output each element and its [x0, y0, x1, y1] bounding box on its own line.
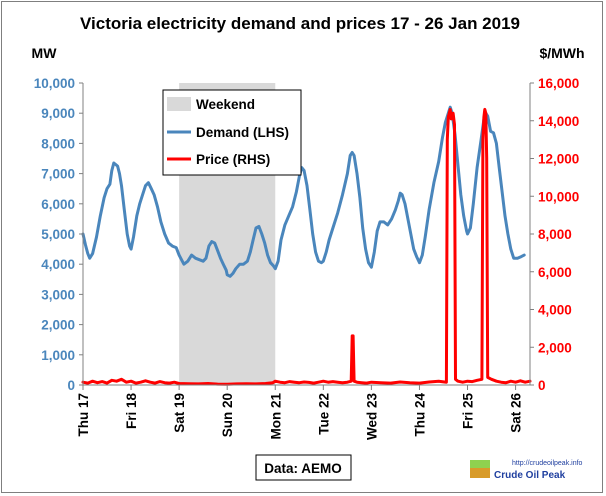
x-tick-label: Tue 22 — [316, 393, 331, 435]
left-tick-label: 6,000 — [41, 197, 75, 212]
left-axis-unit: MW — [32, 45, 58, 61]
legend-weekend-label: Weekend — [196, 97, 255, 112]
x-tick-label: Thu 24 — [412, 393, 427, 437]
source-label: Data: AEMO — [264, 461, 342, 476]
source-box: Data: AEMO — [255, 454, 352, 481]
x-tick-label: Fri 25 — [461, 393, 476, 430]
right-tick-label: 0 — [538, 378, 546, 393]
right-tick-label: 4,000 — [538, 303, 572, 318]
right-tick-label: 10,000 — [538, 189, 579, 204]
right-tick-label: 2,000 — [538, 340, 572, 355]
legend-demand-label: Demand (LHS) — [196, 125, 289, 140]
right-tick-label: 16,000 — [538, 76, 579, 91]
source-box-border — [255, 454, 352, 481]
legend-weekend-swatch — [167, 97, 191, 111]
left-tick-label: 1,000 — [41, 348, 75, 363]
chart-title: Victoria electricity demand and prices 1… — [80, 14, 520, 33]
x-tick-label: Sun 20 — [220, 393, 235, 437]
left-tick-label: 4,000 — [41, 257, 75, 272]
right-tick-label: 12,000 — [538, 152, 579, 167]
left-tick-label: 5,000 — [41, 227, 75, 242]
logo-image-base — [470, 468, 490, 478]
right-axis-unit: $/MWh — [539, 45, 584, 61]
x-axis-ticks: Thu 17 Fri 18 Sat 19 Sun 20 Mon 21 Tue 22 Wed … — [76, 385, 524, 440]
left-tick-label: 7,000 — [41, 167, 75, 182]
legend-price-label: Price (RHS) — [196, 152, 270, 167]
left-tick-label: 10,000 — [34, 76, 75, 91]
demand-series-line — [81, 105, 526, 278]
price-series-line — [81, 107, 532, 386]
left-tick-label: 9,000 — [41, 106, 75, 121]
x-tick-label: Wed 23 — [364, 393, 379, 441]
x-tick-label: Mon 21 — [268, 393, 283, 440]
logo-url: http://crudeoilpeak.info — [512, 460, 583, 467]
left-tick-label: 8,000 — [41, 136, 75, 151]
right-axis-ticks: 0 2,000 4,000 6,000 8,000 10,000 12,000 14,000 1… — [530, 76, 579, 393]
left-tick-label: 0 — [67, 378, 75, 393]
logo: http://crudeoilpeak.info Crude Oil Peak — [470, 460, 583, 481]
x-tick-label: Fri 18 — [124, 393, 139, 430]
x-tick-label: Sat 26 — [509, 393, 524, 433]
right-tick-label: 14,000 — [538, 114, 579, 129]
logo-name: Crude Oil Peak — [494, 470, 566, 481]
right-tick-label: 8,000 — [538, 227, 572, 242]
left-tick-label: 2,000 — [41, 318, 75, 333]
left-axis-ticks: 0 1,000 2,000 3,000 4,000 5,000 6,000 7,000 8,00… — [34, 76, 83, 393]
legend: Weekend Demand (LHS) Price (RHS) — [162, 89, 302, 176]
left-tick-label: 3,000 — [41, 287, 75, 302]
x-tick-label: Thu 17 — [76, 393, 91, 437]
x-tick-label: Sat 19 — [172, 393, 187, 433]
right-tick-label: 6,000 — [538, 265, 572, 280]
